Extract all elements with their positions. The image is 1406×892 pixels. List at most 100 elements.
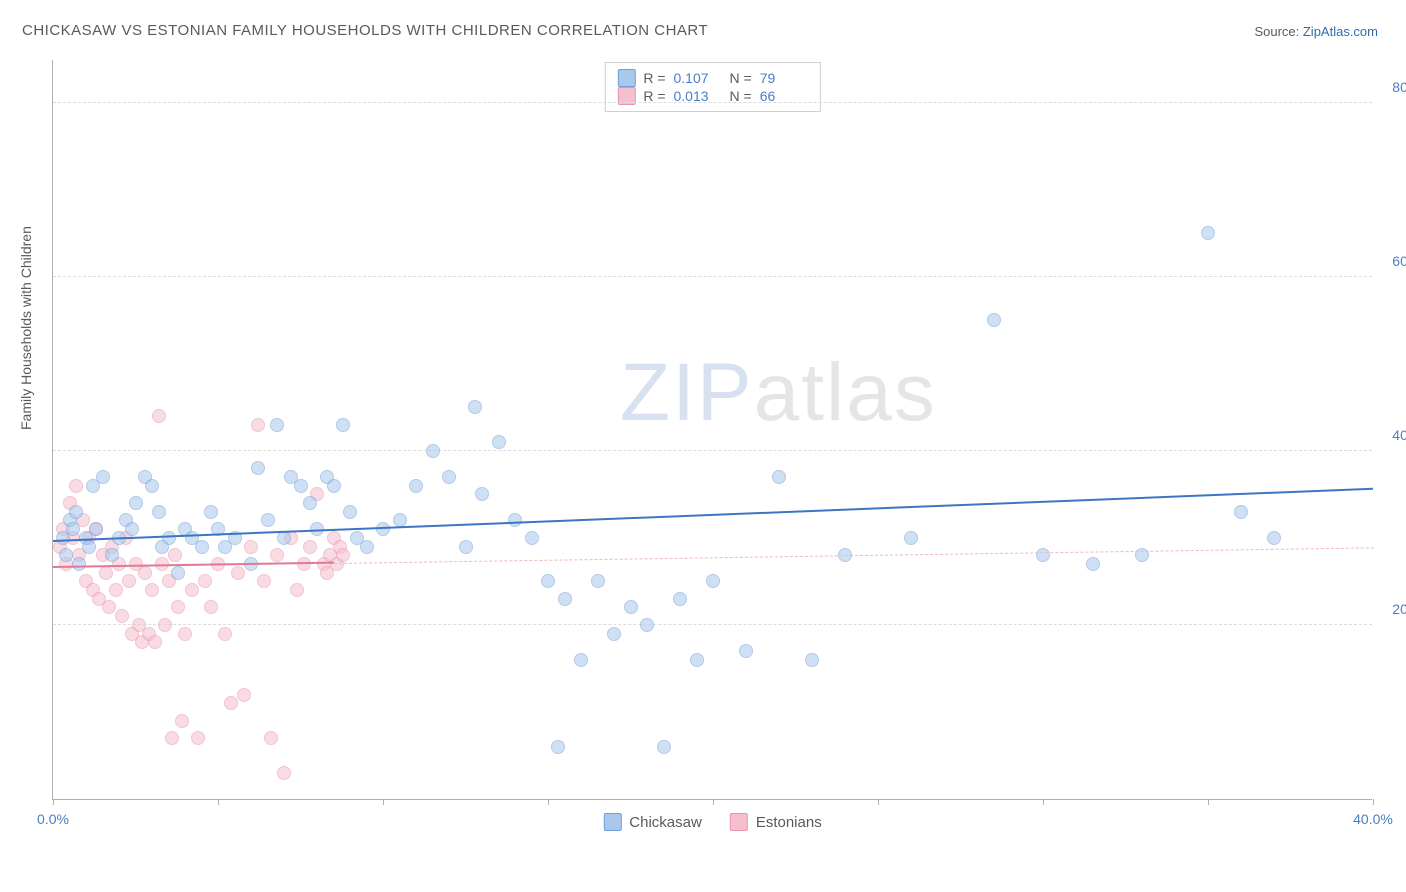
data-point [99,566,113,580]
y-tick-label: 40.0% [1392,427,1406,443]
legend-row-chickasaw: R = 0.107 N = 79 [617,69,807,87]
data-point [475,487,489,501]
gridline [53,624,1372,625]
data-point [525,531,539,545]
gridline [53,276,1372,277]
data-point [171,600,185,614]
data-point [237,688,251,702]
x-tick-label: 40.0% [1353,811,1393,827]
gridline [53,102,1372,103]
data-point [459,540,473,554]
data-point [251,418,265,432]
data-point [657,740,671,754]
data-point [739,644,753,658]
data-point [640,618,654,632]
data-point [987,313,1001,327]
data-point [244,540,258,554]
data-point [277,766,291,780]
data-point [191,731,205,745]
x-tick [713,799,714,805]
data-point [69,505,83,519]
data-point [122,574,136,588]
data-point [171,566,185,580]
y-tick-label: 60.0% [1392,253,1406,269]
x-tick [1373,799,1374,805]
data-point [264,731,278,745]
trend-line [53,562,334,568]
watermark: ZIPatlas [620,346,937,440]
watermark-suffix: atlas [754,347,937,438]
data-point [198,574,212,588]
legend-item-chickasaw: Chickasaw [603,813,702,831]
swatch-chickasaw [603,813,621,831]
data-point [303,496,317,510]
data-point [290,583,304,597]
gridline [53,450,1372,451]
data-point [115,609,129,623]
data-point [148,635,162,649]
data-point [607,627,621,641]
data-point [426,444,440,458]
x-tick [1043,799,1044,805]
data-point [270,548,284,562]
x-tick [1208,799,1209,805]
data-point [66,522,80,536]
data-point [204,600,218,614]
data-point [145,583,159,597]
data-point [152,505,166,519]
scatter-chart: ZIPatlas R = 0.107 N = 79 R = 0.013 N = … [52,60,1372,800]
data-point [261,513,275,527]
data-point [109,583,123,597]
data-point [327,479,341,493]
chart-title: CHICKASAW VS ESTONIAN FAMILY HOUSEHOLDS … [22,22,708,39]
data-point [574,653,588,667]
trend-line [53,488,1373,542]
legend-item-estonians: Estonians [730,813,822,831]
data-point [257,574,271,588]
data-point [89,522,103,536]
data-point [591,574,605,588]
data-point [558,592,572,606]
data-point [138,566,152,580]
y-tick-label: 80.0% [1392,79,1406,95]
x-tick-label: 0.0% [37,811,69,827]
data-point [158,618,172,632]
data-point [102,600,116,614]
data-point [1201,226,1215,240]
data-point [168,548,182,562]
data-point [1267,531,1281,545]
x-tick [383,799,384,805]
correlation-legend: R = 0.107 N = 79 R = 0.013 N = 66 [604,62,820,112]
data-point [165,731,179,745]
data-point [690,653,704,667]
source-link[interactable]: ZipAtlas.com [1303,24,1378,39]
data-point [204,505,218,519]
data-point [82,540,96,554]
data-point [96,470,110,484]
data-point [270,418,284,432]
r-value-chickasaw: 0.107 [674,70,722,86]
x-tick [878,799,879,805]
data-point [442,470,456,484]
data-point [59,548,73,562]
data-point [409,479,423,493]
data-point [224,696,238,710]
data-point [72,557,86,571]
data-point [231,566,245,580]
legend-label-chickasaw: Chickasaw [629,814,702,831]
legend-label-estonians: Estonians [756,814,822,831]
y-tick-label: 20.0% [1392,601,1406,617]
x-tick [218,799,219,805]
series-legend: Chickasaw Estonians [603,813,821,831]
data-point [125,522,139,536]
data-point [185,583,199,597]
data-point [175,714,189,728]
data-point [551,740,565,754]
data-point [541,574,555,588]
data-point [251,461,265,475]
data-point [772,470,786,484]
data-point [508,513,522,527]
data-point [178,627,192,641]
y-axis-label: Family Households with Children [18,226,34,430]
data-point [218,627,232,641]
